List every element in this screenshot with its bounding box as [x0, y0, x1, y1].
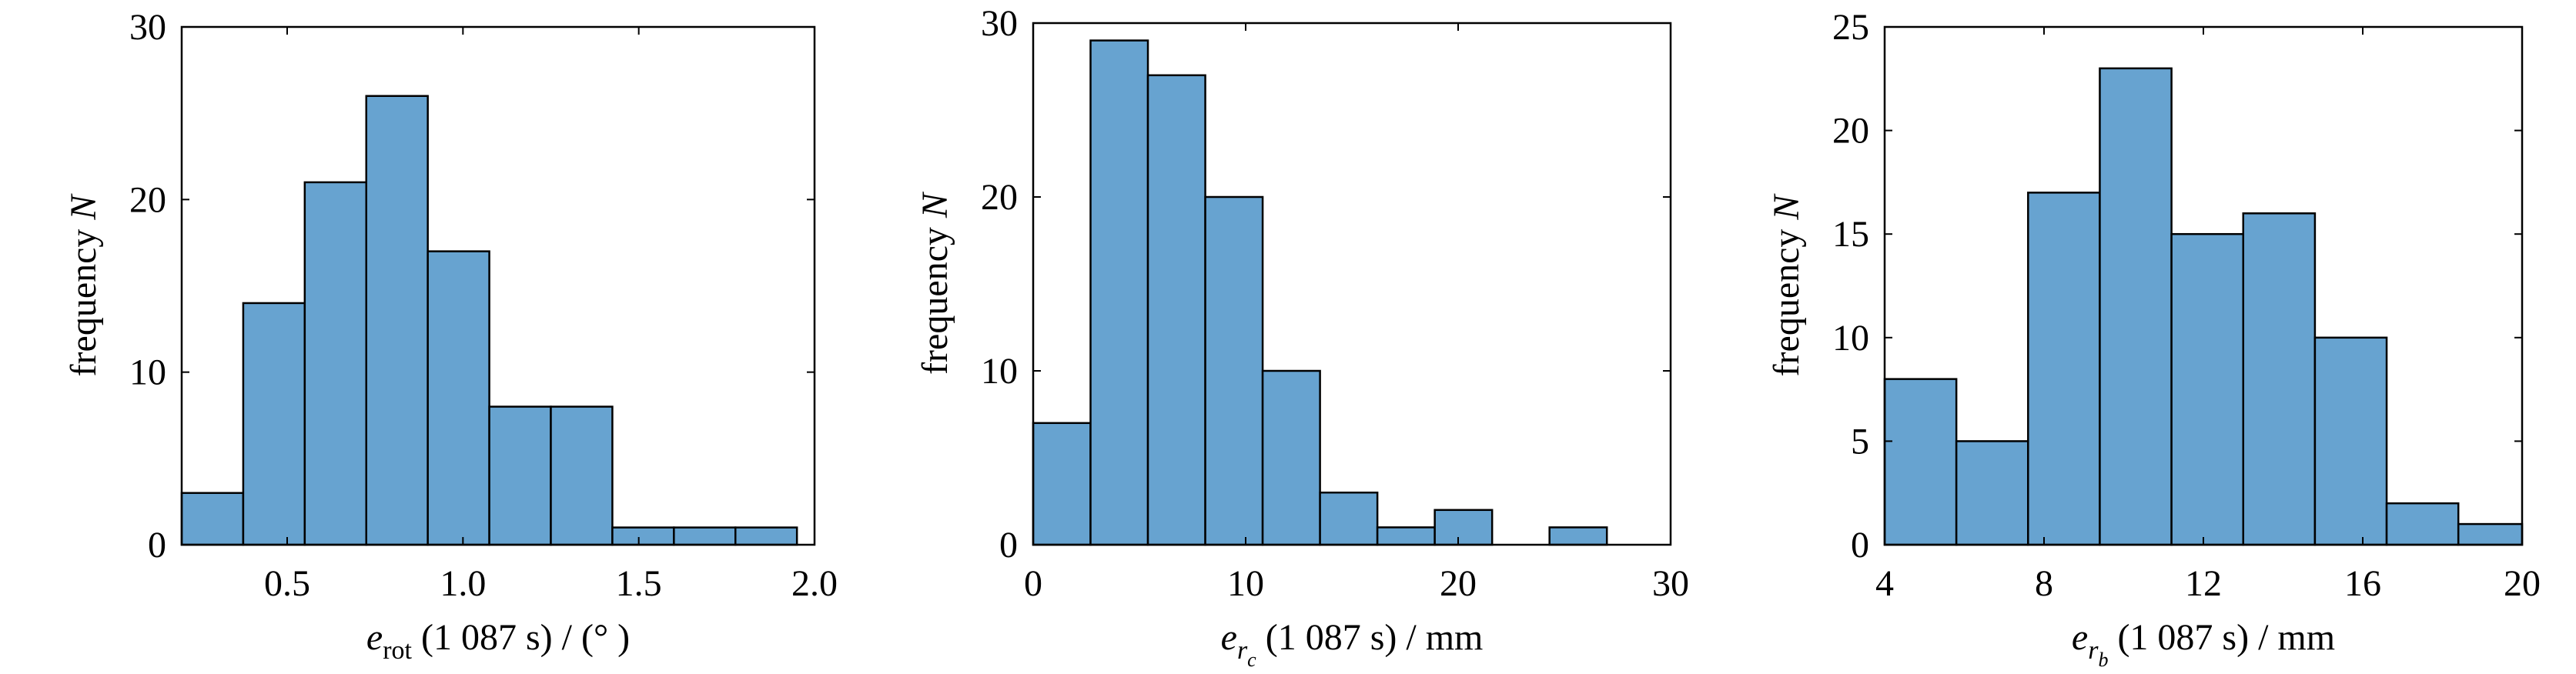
axes-frame: [180, 25, 816, 546]
histogram-bar: [180, 492, 245, 546]
y-tick-label: 20: [1832, 111, 1869, 152]
y-axis-label: frequency N: [1766, 193, 1807, 377]
x-tick-label: 4: [1875, 563, 1894, 604]
y-tick-label: 25: [1832, 7, 1869, 48]
histogram-bar: [1434, 509, 1494, 546]
histogram-bar: [1376, 526, 1436, 546]
y-tick-label: 15: [1832, 214, 1869, 255]
x-tick-label: 20: [1440, 563, 1477, 604]
x-tick-label: 20: [2504, 563, 2541, 604]
x-tick-label: 16: [2344, 563, 2381, 604]
x-tick-label: 12: [2185, 563, 2222, 604]
histogram-bar: [2313, 336, 2388, 546]
y-tick-label: 0: [1851, 525, 1869, 566]
histogram-bar: [734, 526, 798, 546]
histogram-bar: [1146, 74, 1206, 546]
y-tick-label: 10: [981, 351, 1018, 392]
y-tick-label: 10: [129, 352, 166, 393]
histogram-bar: [427, 250, 490, 546]
histogram-bar: [242, 302, 306, 546]
y-tick-label: 30: [981, 3, 1018, 44]
histogram-bar: [2099, 67, 2173, 546]
chart-panel-3: 4 8 12 16 20 0 5 10 15 20 25 frequency N erb (1 087 …: [1766, 7, 2541, 671]
y-tick-label: 10: [1832, 318, 1869, 359]
x-tick-label: 2.0: [791, 563, 838, 604]
histogram-bar: [1261, 369, 1321, 546]
x-tick-label: 1.5: [616, 563, 662, 604]
histogram-bar: [1548, 526, 1608, 546]
histogram-bar: [550, 405, 614, 546]
x-axis-label: erot (1 087 s) / (° ): [366, 617, 630, 665]
histogram-bar: [303, 181, 368, 546]
histogram-bar: [1032, 422, 1092, 546]
y-axis-label: frequency N: [915, 191, 955, 375]
histogram-bar: [488, 405, 552, 546]
histogram-bar: [2457, 522, 2524, 546]
histogram-bar: [611, 526, 675, 546]
y-tick-label: 30: [129, 7, 166, 48]
y-tick-label: 0: [148, 525, 166, 566]
x-tick-label: 30: [1652, 563, 1689, 604]
histogram-bar: [2242, 212, 2317, 546]
x-tick-label: 1.0: [440, 563, 486, 604]
y-tick-label: 5: [1851, 421, 1869, 462]
histogram-bar: [365, 95, 429, 546]
histogram-bar: [2385, 502, 2460, 546]
histogram-bar: [1883, 378, 1958, 546]
x-tick-label: 0.5: [264, 563, 310, 604]
y-tick-label: 20: [981, 177, 1018, 218]
histogram-bar: [1089, 39, 1149, 546]
chart-panel-2: 0 10 20 30 0 10 20 30 frequency N erc (1 087 s) /…: [915, 3, 1689, 671]
y-axis-label: frequency N: [63, 193, 104, 377]
y-tick-label: 20: [129, 179, 166, 220]
x-axis-label: erb (1 087 s) / mm: [2072, 617, 2335, 671]
x-tick-label: 8: [2035, 563, 2053, 604]
x-tick-label: 0: [1024, 563, 1042, 604]
histogram-bar: [2170, 232, 2245, 546]
histogram-bar: [1204, 195, 1264, 546]
histogram-bar: [1319, 491, 1379, 546]
histogram-bar: [2027, 192, 2101, 546]
histogram-bar: [1955, 440, 2029, 546]
x-axis-label: erc (1 087 s) / mm: [1221, 617, 1484, 671]
histogram-bar: [673, 526, 737, 546]
y-tick-label: 0: [999, 525, 1018, 566]
chart-panel-1: 0.5 1.0 1.5 2.0 0 10 20 30 frequency N erot (1 08…: [63, 7, 838, 665]
x-tick-label: 10: [1227, 563, 1264, 604]
axes-frame: [1032, 22, 1672, 546]
